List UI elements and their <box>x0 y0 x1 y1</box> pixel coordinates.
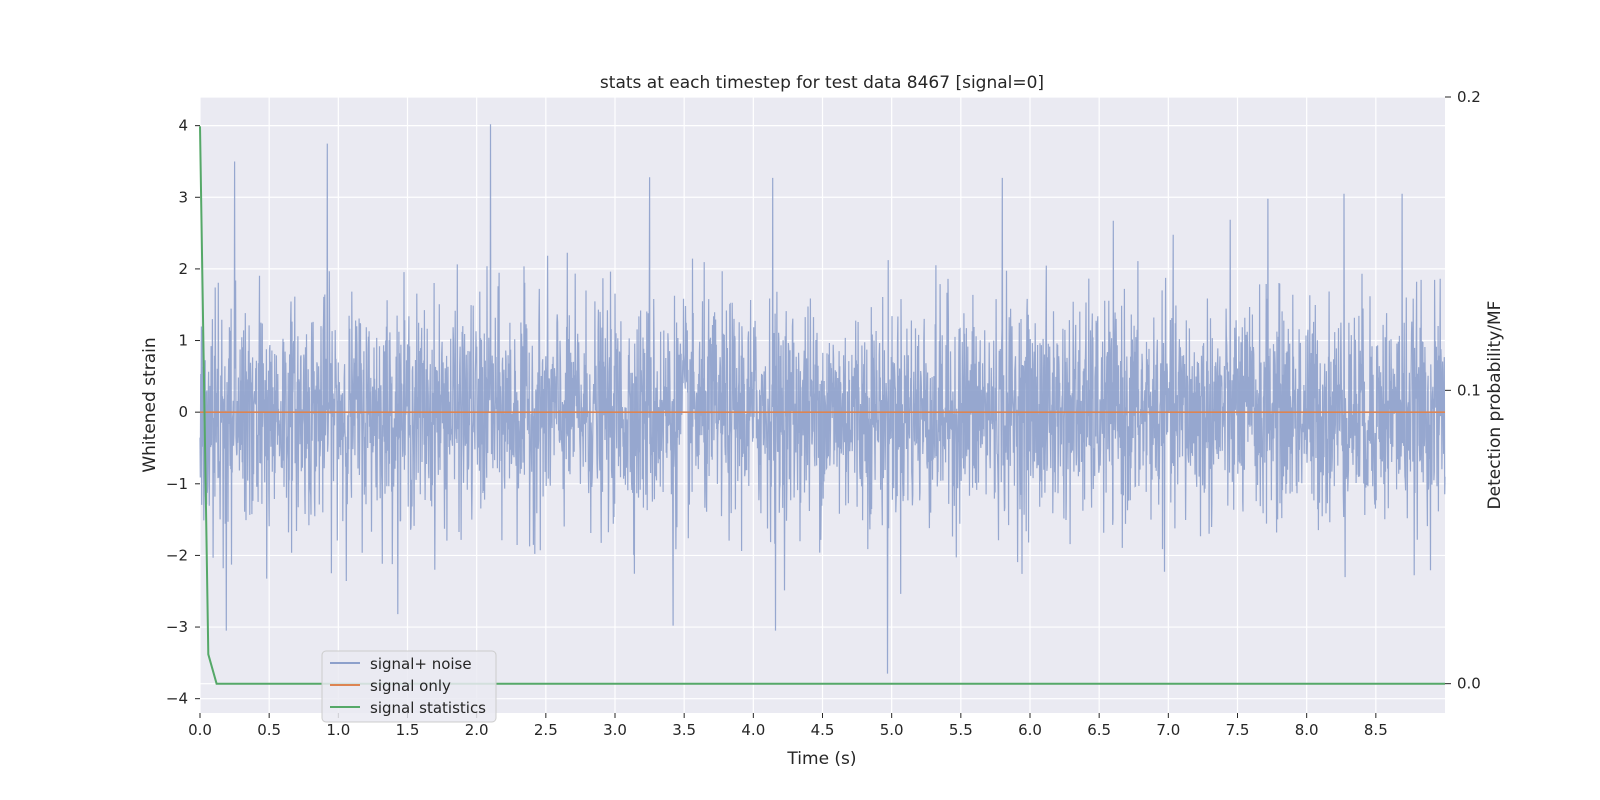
y-tick-label: 4 <box>178 117 188 135</box>
x-tick-label: 6.0 <box>1018 721 1042 739</box>
series-signal-statistics-line <box>199 126 1445 685</box>
y2-tick-label: 0.1 <box>1457 381 1481 399</box>
x-tick-label: 0.5 <box>257 721 281 739</box>
x-tick-label: 2.0 <box>465 721 489 739</box>
y-tick-label: −3 <box>166 618 188 636</box>
x-tick-label: 1.0 <box>326 721 350 739</box>
x-tick-label: 7.5 <box>1226 721 1250 739</box>
x-tick-label: 4.5 <box>811 721 835 739</box>
x-tick-label: 7.0 <box>1156 721 1180 739</box>
x-tick-label: 0.0 <box>188 721 212 739</box>
y2-axis-label: Detection probability/MF <box>1485 301 1505 510</box>
legend: signal+ noise signal only signal statist… <box>321 650 497 723</box>
ticks: 0.0 0.5 1.0 1.5 2.0 2.5 3.0 3.5 4.0 4.5 5.0 5.5 6.0 6… <box>166 88 1481 739</box>
x-tick-label: 8.5 <box>1364 721 1388 739</box>
x-tick-label: 6.5 <box>1087 721 1111 739</box>
x-tick-label: 5.5 <box>949 721 973 739</box>
series-signal-noise-line <box>199 124 1446 674</box>
x-axis-label: Time (s) <box>786 749 856 769</box>
legend-label-signal-only: signal only <box>370 677 451 695</box>
y-tick-label: 3 <box>178 188 188 206</box>
chart-title: stats at each timestep for test data 846… <box>600 73 1044 93</box>
legend-label-signal-statistics: signal statistics <box>370 699 486 717</box>
y-tick-label: 0 <box>178 403 188 421</box>
y2-tick-label: 0.0 <box>1457 675 1481 693</box>
x-tick-label: 5.0 <box>880 721 904 739</box>
y-axis-label: Whitened strain <box>140 337 160 472</box>
y-tick-label: 1 <box>178 332 188 350</box>
y-tick-label: −4 <box>166 690 188 708</box>
plot-series <box>199 124 1446 685</box>
y-tick-label: −2 <box>166 546 188 564</box>
legend-box <box>321 650 497 723</box>
y2-tick-label: 0.2 <box>1457 88 1481 106</box>
x-tick-label: 1.5 <box>396 721 420 739</box>
x-tick-label: 2.5 <box>534 721 558 739</box>
x-tick-label: 3.0 <box>603 721 627 739</box>
x-tick-label: 4.0 <box>741 721 765 739</box>
y-tick-label: −1 <box>166 475 188 493</box>
y-tick-label: 2 <box>178 260 188 278</box>
x-tick-label: 8.0 <box>1295 721 1319 739</box>
legend-label-signal-noise: signal+ noise <box>370 655 472 673</box>
x-tick-label: 3.5 <box>672 721 696 739</box>
